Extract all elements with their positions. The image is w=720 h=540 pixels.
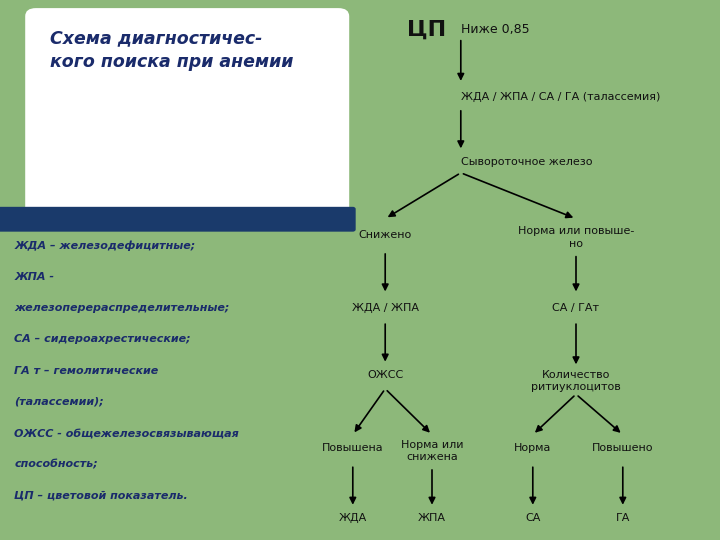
Text: Количество
ритиуклоцитов: Количество ритиуклоцитов xyxy=(531,369,621,392)
Text: СА / ГАт: СА / ГАт xyxy=(552,303,600,313)
Text: Схема диагностичес-
кого поиска при анемии: Схема диагностичес- кого поиска при анем… xyxy=(50,30,294,71)
Text: СА – сидероахрестические;: СА – сидероахрестические; xyxy=(14,334,191,345)
Text: Норма или
снижена: Норма или снижена xyxy=(401,440,463,462)
Text: Повышено: Повышено xyxy=(592,443,654,453)
Text: ОЖСС - общежелезосвязывающая: ОЖСС - общежелезосвязывающая xyxy=(14,428,239,438)
Text: Ниже 0,85: Ниже 0,85 xyxy=(461,23,529,36)
Text: ОЖСС: ОЖСС xyxy=(367,370,403,380)
Text: железоперераспределительные;: железоперераспределительные; xyxy=(14,303,230,313)
Text: СА: СА xyxy=(525,514,541,523)
Text: Норма: Норма xyxy=(514,443,552,453)
Text: ЖДА: ЖДА xyxy=(338,514,367,523)
Text: ЖПА: ЖПА xyxy=(418,514,446,523)
FancyBboxPatch shape xyxy=(0,207,356,232)
Text: способность;: способность; xyxy=(14,460,98,470)
Text: ГА: ГА xyxy=(616,514,630,523)
Text: Снижено: Снижено xyxy=(359,230,412,240)
FancyBboxPatch shape xyxy=(25,8,349,224)
Text: Повышена: Повышена xyxy=(322,443,384,453)
Text: ЦП – цветовой показатель.: ЦП – цветовой показатель. xyxy=(14,491,188,501)
Text: ЦП: ЦП xyxy=(408,19,446,40)
Text: (талассемии);: (талассемии); xyxy=(14,397,104,407)
Text: ЖДА – железодефицитные;: ЖДА – железодефицитные; xyxy=(14,240,196,251)
Text: ЖПА -: ЖПА - xyxy=(14,272,55,282)
Text: ГА т – гемолитические: ГА т – гемолитические xyxy=(14,366,158,376)
Text: ЖДА / ЖПА / СА / ГА (талассемия): ЖДА / ЖПА / СА / ГА (талассемия) xyxy=(461,92,660,102)
Text: ЖДА / ЖПА: ЖДА / ЖПА xyxy=(351,303,419,313)
Text: Сывороточное железо: Сывороточное железо xyxy=(461,157,593,167)
Text: Норма или повыше-
но: Норма или повыше- но xyxy=(518,226,634,249)
